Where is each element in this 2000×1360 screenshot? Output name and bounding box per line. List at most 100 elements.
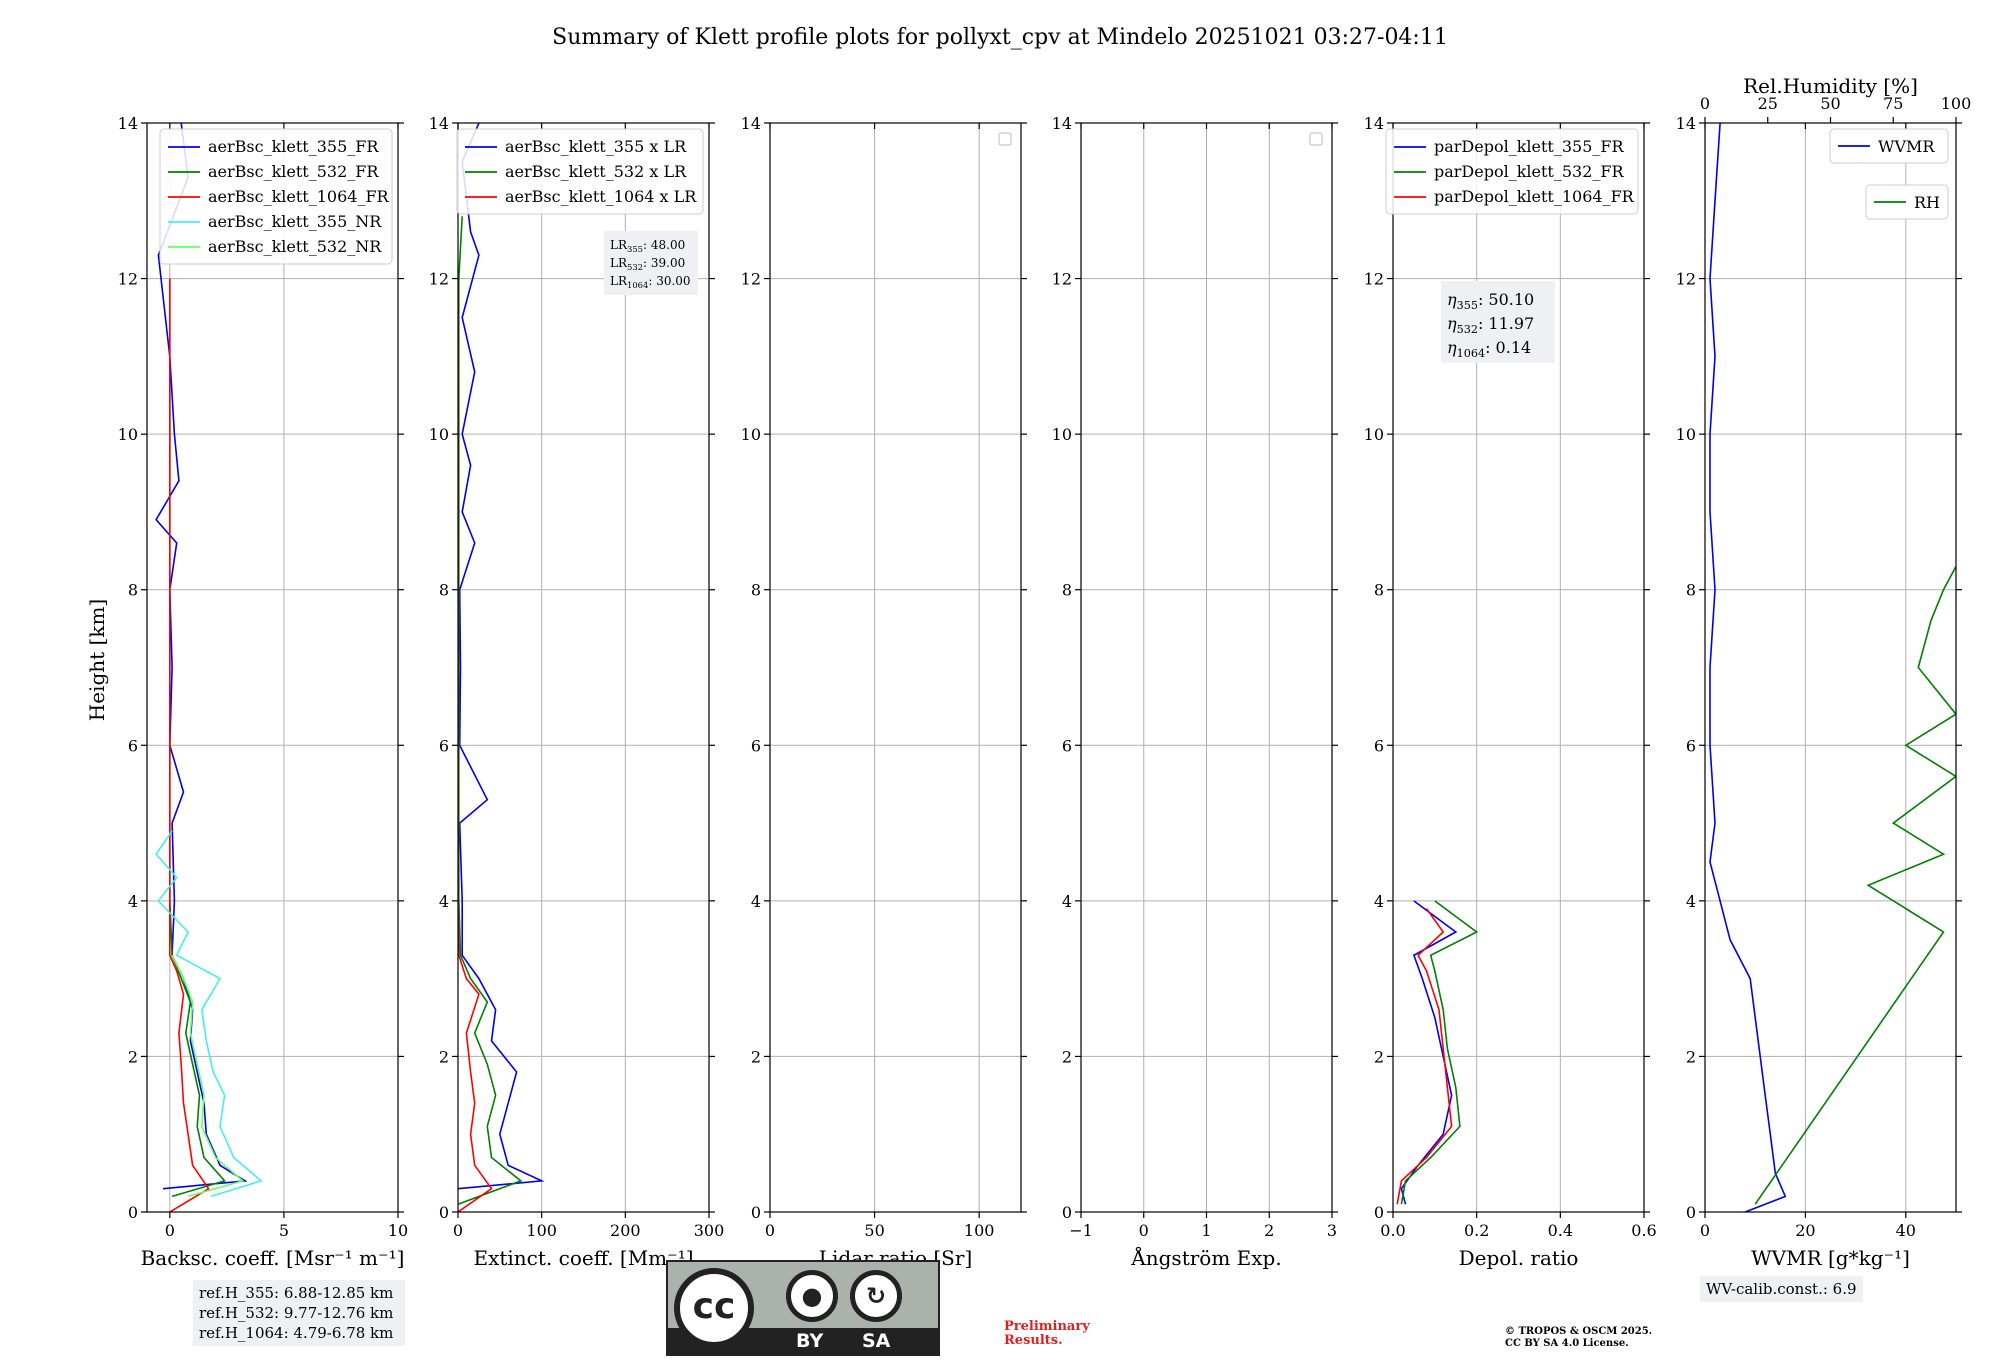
legend-wvmr: WVMR: [1829, 128, 1949, 164]
preliminary-results-note: Preliminary Results.: [1004, 1319, 1090, 1348]
annotation-value: : 11.97: [1478, 314, 1534, 333]
x2-tick-label: 50: [1820, 94, 1840, 113]
x-tick-label: 0.6: [1631, 1221, 1656, 1240]
x-tick-label: 40: [1896, 1221, 1916, 1240]
cc-icon: cc: [674, 1268, 754, 1348]
x-tick-label: 100: [964, 1221, 995, 1240]
legend-entry: parDepol_klett_355_FR: [1434, 137, 1625, 156]
plot-frame: [457, 122, 710, 1213]
annotation-value: : 48.00: [643, 238, 685, 252]
annotation-value: : 30.00: [648, 274, 690, 288]
y-tick-label: 10: [1364, 425, 1384, 444]
y-tick-label: 12: [429, 270, 449, 289]
series-group: [1709, 123, 1956, 1212]
x-tick-label: 0: [453, 1221, 463, 1240]
y-tick-label: 4: [1062, 892, 1072, 911]
series-line-aerbsc-klett-1064-fr: [169, 278, 210, 1212]
annotation-subscript: 355: [1457, 299, 1478, 312]
annotation-symbol: LR: [610, 274, 628, 288]
y-tick-label: 0: [1062, 1203, 1072, 1222]
annotation-subscript: 1064: [627, 280, 648, 290]
ref-height-355: ref.H_355: 6.88-12.85 km: [199, 1284, 394, 1302]
legend-rh: RH: [1865, 184, 1949, 220]
series-line-pardepol-klett-355-fr: [1400, 900, 1458, 1205]
annotation-line: η355: 50.10: [1447, 290, 1534, 312]
legend-entry: aerBsc_klett_532_NR: [208, 237, 382, 256]
series-line-aerbsc-klett-355-nr: [155, 830, 263, 1198]
cc-by-label: BY: [796, 1330, 824, 1352]
y-tick-label: 12: [1052, 270, 1072, 289]
x2-tick-label: 0: [1700, 94, 1710, 113]
y-tick-label: 0: [1686, 1203, 1696, 1222]
x2-tick-label: 100: [1941, 94, 1972, 113]
series-line-aerbsc-klett-532-nr: [171, 954, 245, 1198]
person-icon: ●: [786, 1270, 838, 1322]
y-tick-label: 2: [128, 1047, 138, 1066]
y-tick-label: 14: [1364, 114, 1384, 133]
legend-frame: [1385, 128, 1639, 215]
annotation-line: LR1064: 30.00: [610, 274, 691, 290]
y-tick-label: 8: [1686, 581, 1696, 600]
figure-title: Summary of Klett profile plots for polly…: [552, 25, 1448, 50]
legend-entry: aerBsc_klett_355_NR: [208, 212, 382, 231]
legend-entry: aerBsc_klett_355_FR: [208, 137, 379, 156]
y-tick-label: 2: [1062, 1047, 1072, 1066]
annotation-background: [1441, 281, 1555, 363]
legend: aerBsc_klett_355_FR aerBsc_klett_532_FRae…: [159, 128, 393, 265]
annotation-symbol: η: [1447, 338, 1457, 357]
y-tick-label: 4: [751, 892, 761, 911]
legend-entry: aerBsc_klett_1064 x LR: [505, 187, 697, 206]
y-tick-label: 6: [128, 736, 138, 755]
legend-entry: aerBsc_klett_355 x LR: [505, 137, 687, 156]
x-tick-label: −1: [1069, 1221, 1093, 1240]
y-axis-label: Height [km]: [85, 599, 109, 721]
wv-calib-box: WV-calib.const.: 6.9: [1700, 1276, 1863, 1302]
empty-legend: [1309, 132, 1323, 146]
annotation-value: : 50.10: [1478, 290, 1534, 309]
cc-sa-label: SA: [862, 1330, 891, 1352]
y-tick-label: 8: [128, 581, 138, 600]
x-tick-label: 10: [388, 1221, 408, 1240]
x-axis-label: Ångström Exp.: [1130, 1245, 1281, 1270]
x-tick-label: 100: [526, 1221, 557, 1240]
annotation-line: η1064: 0.14: [1447, 338, 1531, 360]
y-tick-label: 14: [1052, 114, 1072, 133]
annotation-line: LR532: 39.00: [610, 256, 685, 272]
reference-height-box: ref.H_355: 6.88-12.85 km ref.H_532: 9.77…: [193, 1280, 405, 1346]
series-line-rh: [1754, 566, 1956, 1205]
series-line-aerbsc-klett-532-fr: [169, 278, 227, 1198]
legend-frame: [456, 128, 704, 215]
x-tick-label: 20: [1795, 1221, 1815, 1240]
x-tick-label: 0.0: [1380, 1221, 1405, 1240]
x-axis-label: Backsc. coeff. [Msr⁻¹ m⁻¹]: [141, 1246, 405, 1270]
legend-frame: [159, 128, 393, 265]
annotation-value: : 0.14: [1485, 338, 1531, 357]
y-tick-label: 10: [741, 425, 761, 444]
y-tick-label: 2: [439, 1047, 449, 1066]
x-tick-label: 300: [694, 1221, 725, 1240]
annotation-background: [604, 231, 698, 295]
y-tick-label: 14: [1676, 114, 1696, 133]
y-tick-label: 10: [1052, 425, 1072, 444]
y-tick-label: 14: [741, 114, 761, 133]
panel-5: 0 2 4 6 8 10 12 14 0.0 0.2 0.4 0.6 Depol. ratio parDe…: [1364, 114, 1657, 1270]
legend: aerBsc_klett_355 x LR aerBsc_klett_532 x …: [456, 128, 704, 215]
y-tick-label: 14: [118, 114, 138, 133]
x2-tick-label: 75: [1883, 94, 1903, 113]
ref-height-1064: ref.H_1064: 4.79-6.78 km: [199, 1324, 394, 1342]
y-tick-label: 4: [439, 892, 449, 911]
x-tick-label: 0: [1139, 1221, 1149, 1240]
annotation-symbol: η: [1447, 314, 1457, 333]
share-alike-icon: ↻: [850, 1270, 902, 1322]
plot-frame: [1392, 122, 1645, 1213]
y-tick-label: 8: [1374, 581, 1384, 600]
y-tick-label: 12: [118, 270, 138, 289]
annotation-subscript: 532: [1457, 323, 1478, 336]
